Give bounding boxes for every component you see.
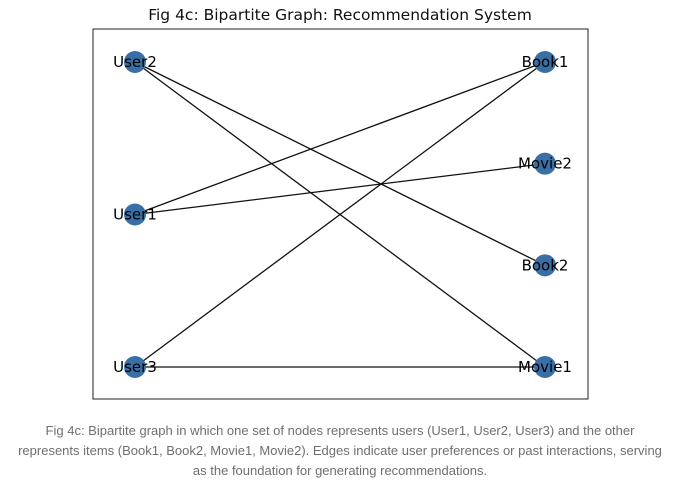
node-user3 [124, 356, 146, 378]
figure-caption: Fig 4c: Bipartite graph in which one set… [18, 423, 662, 478]
nodes-layer [124, 51, 556, 378]
edge-user2-book2 [134, 61, 546, 266]
plot-frame [92, 28, 589, 400]
node-label-book1: Book1 [522, 53, 569, 71]
node-label-movie1: Movie1 [518, 358, 572, 376]
edge-user3-book1 [134, 61, 546, 368]
node-label-movie2: Movie2 [518, 155, 572, 173]
node-user2 [124, 51, 146, 73]
node-label-user1: User1 [113, 206, 157, 224]
edge-user1-movie2 [134, 163, 546, 216]
node-label-book2: Book2 [522, 256, 569, 274]
node-movie2 [534, 152, 556, 175]
edges-layer [134, 61, 546, 368]
node-book1 [534, 51, 556, 73]
edge-user1-book1 [134, 61, 546, 216]
figure-title: Fig 4c: Bipartite Graph: Recommendation … [148, 6, 532, 24]
node-label-user3: User3 [113, 358, 157, 376]
node-user1 [124, 203, 146, 226]
node-movie1 [534, 356, 556, 378]
labels-layer: User2 User1 User3 Book1 Movie2 Book2 Movie1 [113, 53, 572, 376]
node-book2 [534, 254, 556, 277]
bipartite-graph: User2 User1 User3 Book1 Movie2 Book2 Movie1 [92, 28, 589, 400]
node-label-user2: User2 [113, 53, 157, 71]
